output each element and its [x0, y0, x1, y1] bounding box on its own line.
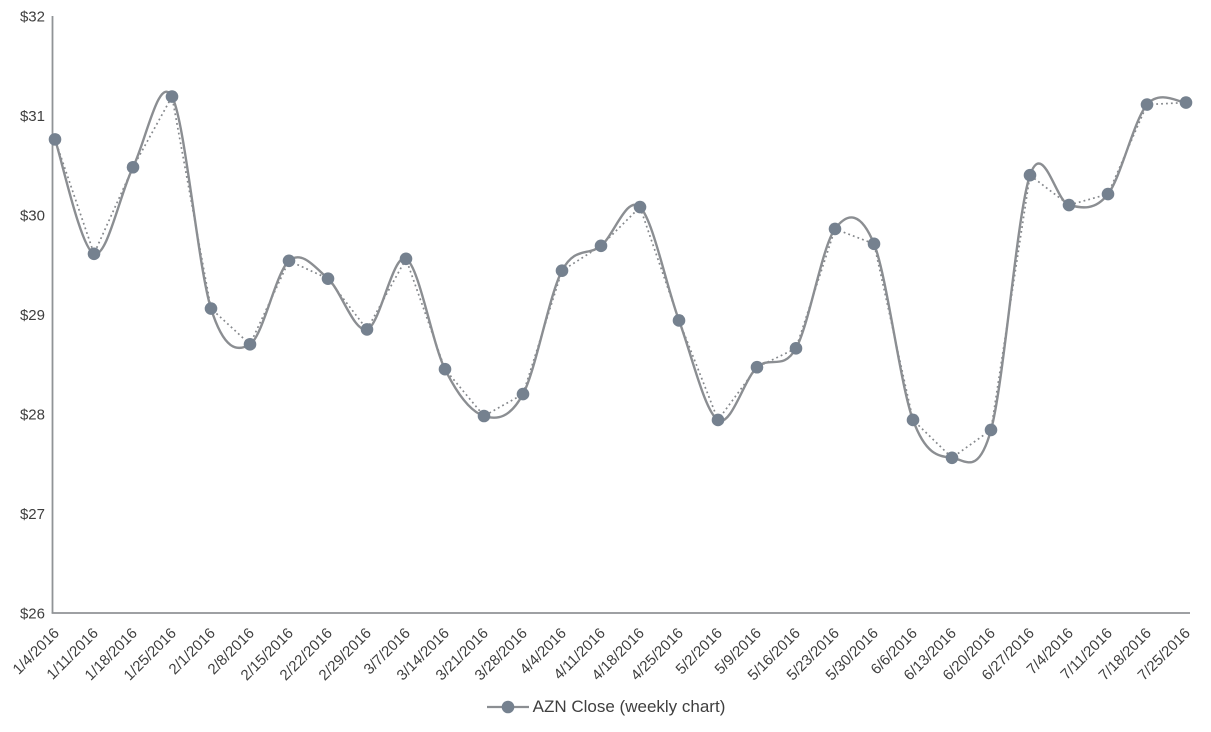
- data-point-marker: [867, 237, 881, 251]
- data-point-marker: [906, 413, 920, 427]
- data-point-marker: [360, 323, 374, 336]
- data-point-marker: [594, 239, 608, 253]
- y-tick-label: $30: [20, 207, 45, 224]
- y-tick-label: $26: [20, 605, 45, 622]
- data-point-marker: [438, 362, 452, 376]
- y-tick-label: $31: [20, 108, 45, 125]
- data-point-marker: [711, 413, 725, 427]
- data-point-marker: [477, 409, 491, 423]
- data-point-marker: [1101, 187, 1115, 201]
- chart-legend: AZN Close (weekly chart): [0, 696, 1211, 718]
- data-point-marker: [750, 360, 764, 374]
- legend-marker-dot: [501, 700, 514, 714]
- data-point-marker: [165, 90, 179, 103]
- y-tick-label: $27: [20, 506, 45, 523]
- data-point-marker: [204, 302, 218, 315]
- data-point-marker: [1179, 96, 1193, 109]
- data-point-marker: [399, 252, 413, 266]
- data-point-marker: [828, 222, 842, 236]
- data-point-marker: [87, 247, 101, 261]
- data-point-marker: [321, 272, 335, 285]
- series-smooth-line: [53, 90, 1188, 464]
- data-point-marker: [555, 264, 569, 278]
- series-dotted-line: [54, 94, 1187, 459]
- data-point-marker: [48, 133, 62, 146]
- data-point-marker: [1140, 98, 1154, 111]
- data-point-marker: [126, 160, 140, 174]
- legend-series-label: AZN Close (weekly chart): [532, 697, 726, 716]
- y-tick-label: $32: [20, 8, 45, 25]
- data-point-marker: [633, 200, 647, 214]
- data-point-marker: [789, 342, 803, 355]
- data-point-marker: [672, 314, 686, 327]
- data-point-marker: [516, 387, 530, 401]
- data-point-marker: [945, 451, 959, 465]
- data-point-marker: [984, 423, 998, 437]
- azn-close-line-chart: $26$27$28$29$30$31$321/4/20161/11/20161/…: [10, 8, 1194, 684]
- data-point-marker: [282, 254, 296, 268]
- series-line-marker-icon: [486, 700, 529, 714]
- data-point-marker: [243, 338, 257, 351]
- data-point-marker: [1023, 168, 1037, 182]
- data-point-marker: [1062, 198, 1076, 212]
- y-tick-label: $29: [20, 307, 45, 324]
- y-tick-label: $28: [20, 406, 45, 423]
